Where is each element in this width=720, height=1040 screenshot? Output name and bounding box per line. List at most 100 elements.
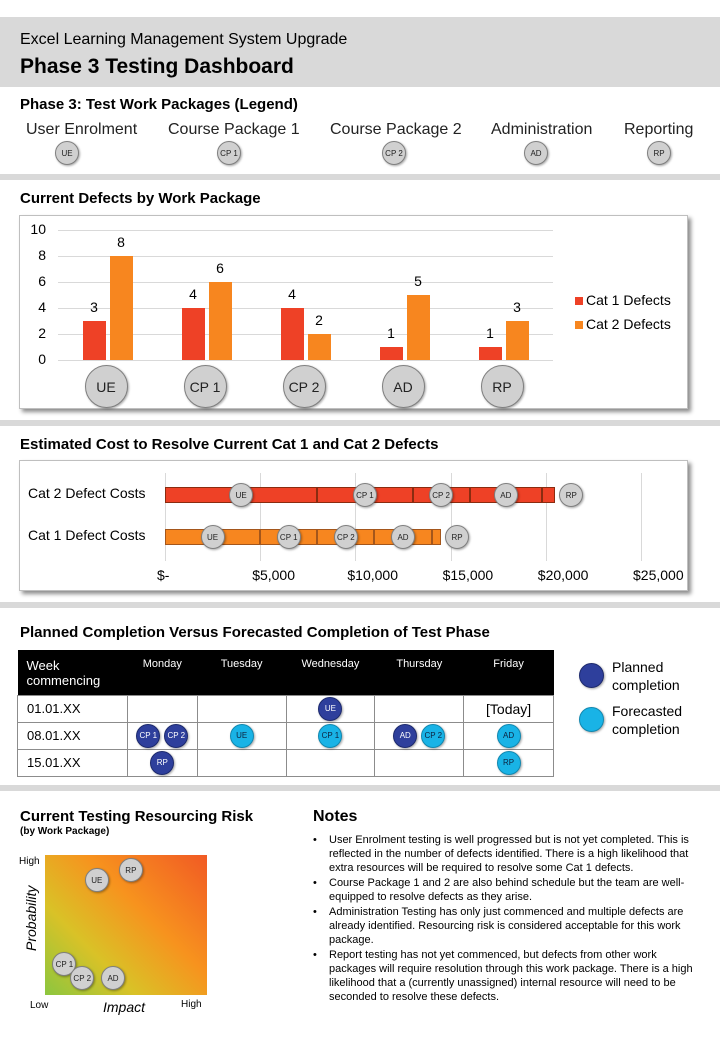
x-gridline [260, 473, 262, 561]
week-cell: 01.01.XX [17, 694, 128, 723]
cell-wednesday: UE [285, 694, 376, 723]
y-tick-label: 10 [30, 221, 46, 237]
cost-badge-ad: AD [391, 525, 415, 549]
category-label-cat2defectcosts: Cat 2 Defect Costs [28, 485, 146, 501]
risk-point-cp1: CP 1 [52, 952, 77, 977]
bar-ue-cat1defects [82, 321, 106, 360]
forecast-cp1-marker: CP 1 [318, 723, 343, 748]
x-tick-badge-ad: AD [381, 365, 425, 408]
cell-monday: CP 1 CP 2 [126, 721, 198, 750]
cost-badge-rp: RP [445, 525, 470, 549]
risk-y-label: Probability [23, 885, 39, 951]
data-label: 1 [486, 325, 494, 341]
cell-wednesday: CP 1 [285, 721, 376, 750]
cost-segment-rp-row0 [541, 487, 556, 503]
cost-badge-rp: RP [559, 483, 584, 507]
section-divider [0, 785, 720, 791]
y-gridline [58, 256, 553, 257]
bar-ue-cat2defects [109, 256, 133, 360]
planned-ad-marker: AD [393, 723, 418, 748]
cost-badge-cp1: CP 1 [276, 525, 301, 549]
category-label-cat1defectcosts: Cat 1 Defect Costs [28, 527, 146, 543]
x-tick-badge-cp1: CP 1 [183, 365, 227, 408]
x-gridline [641, 473, 642, 561]
cost-badge-cp2: CP 2 [429, 483, 454, 507]
cell-friday: [Today] [463, 694, 554, 723]
legend-badge-rp: RP [647, 141, 671, 165]
y-gridline [58, 308, 553, 309]
bar-cp1-cat2defects [208, 282, 232, 360]
legend-label-cp2: Course Package 2 [330, 121, 462, 138]
risk-x-label: Impact [103, 999, 146, 1015]
week-cell: 08.01.XX [17, 721, 128, 750]
header-subtitle: Excel Learning Management System Upgrade [20, 31, 348, 48]
cost-chart: $- $5,000 $10,000 $15,000 $20,000 $25,000 Cat … [19, 460, 688, 591]
x-tick-label: $10,000 [347, 567, 398, 583]
planned-legend-label: Planned completion [612, 659, 680, 693]
col-week: Week commencing [17, 650, 128, 695]
y-tick-label: 4 [38, 299, 46, 315]
data-label: 8 [117, 234, 125, 250]
data-label: 5 [414, 273, 422, 289]
risk-point-ue: UE [84, 868, 109, 893]
cost-segment-rp-row1 [431, 529, 442, 545]
risk-point-rp: RP [118, 858, 143, 883]
col-wednesday: Wednesday [286, 650, 375, 695]
y-gridline [58, 282, 553, 283]
defects-title: Current Defects by Work Package [20, 190, 261, 207]
y-tick-label: 8 [38, 247, 46, 263]
forecast-legend-marker [579, 707, 604, 732]
cell-thursday: AD CP 2 [374, 721, 465, 750]
risk-title: Current Testing Resourcing Risk [20, 808, 254, 825]
cell-wednesday [285, 748, 376, 777]
legend-swatch-cat1defects [575, 297, 583, 305]
x-tick-label: $5,000 [252, 567, 296, 583]
schedule-row: 15.01.XX RP RP [17, 748, 554, 777]
risk-x-high: High [181, 999, 202, 1010]
note-item: Report testing has not yet commenced, bu… [313, 948, 695, 1004]
cost-badge-cp1: CP 1 [352, 483, 377, 507]
cell-thursday [374, 694, 465, 723]
data-label: 3 [513, 299, 521, 315]
cell-monday: RP [126, 748, 198, 777]
x-tick-label: $25,000 [633, 567, 684, 583]
schedule-row: 08.01.XX CP 1 CP 2 UE CP 1 AD CP 2 AD [17, 721, 554, 750]
col-thursday: Thursday [374, 650, 464, 695]
notes-list: User Enrolment testing is well progresse… [313, 833, 695, 1005]
forecast-cp2-marker: CP 2 [421, 723, 446, 748]
cost-badge-ue: UE [200, 525, 225, 549]
cell-friday: RP [463, 748, 554, 777]
cell-tuesday [196, 748, 287, 777]
data-label: 4 [189, 286, 197, 302]
x-tick-label: $- [157, 567, 170, 583]
x-tick-badge-rp: RP [480, 365, 524, 408]
data-label: 2 [315, 312, 323, 328]
bar-ad-cat1defects [379, 347, 403, 360]
x-tick-badge-ue: UE [84, 365, 128, 408]
x-tick-label: $20,000 [537, 567, 589, 583]
x-tick-badge-cp2: CP 2 [282, 365, 326, 408]
col-friday: Friday [463, 650, 554, 695]
risk-point-cp2: CP 2 [70, 966, 95, 991]
legend-items: User Enrolment Course Package 1 Course P… [0, 118, 720, 174]
legend-swatch-cat2defects [575, 321, 583, 329]
data-label: 6 [216, 260, 224, 276]
cell-friday: AD [463, 721, 554, 750]
col-tuesday: Tuesday [197, 650, 287, 695]
legend-badge-ue: UE [55, 141, 79, 165]
cell-tuesday: UE [196, 721, 287, 750]
note-item: User Enrolment testing is well progresse… [313, 833, 695, 875]
schedule-title: Planned Completion Versus Forecasted Com… [20, 624, 490, 641]
x-gridline [355, 473, 357, 561]
header-banner: Excel Learning Management System Upgrade… [0, 17, 720, 87]
note-item: Course Package 1 and 2 are also behind s… [313, 876, 695, 904]
y-gridline [58, 334, 553, 335]
cell-thursday [374, 748, 465, 777]
x-tick-label: $15,000 [442, 567, 494, 583]
cell-tuesday [196, 694, 287, 723]
risk-matrix: UE RP CP 1 CP 2 AD [45, 855, 207, 995]
legend-label-ue: User Enrolment [26, 121, 138, 138]
risk-y-high: High [19, 856, 40, 867]
defects-plot-area: 0 2 4 6 8 10 3 8 UE 4 6 CP 1 4 2 CP 2 1 5 AD 1 3 RP Cat 1 Def… [20, 216, 689, 410]
cost-badge-cp2: CP 2 [333, 525, 358, 549]
